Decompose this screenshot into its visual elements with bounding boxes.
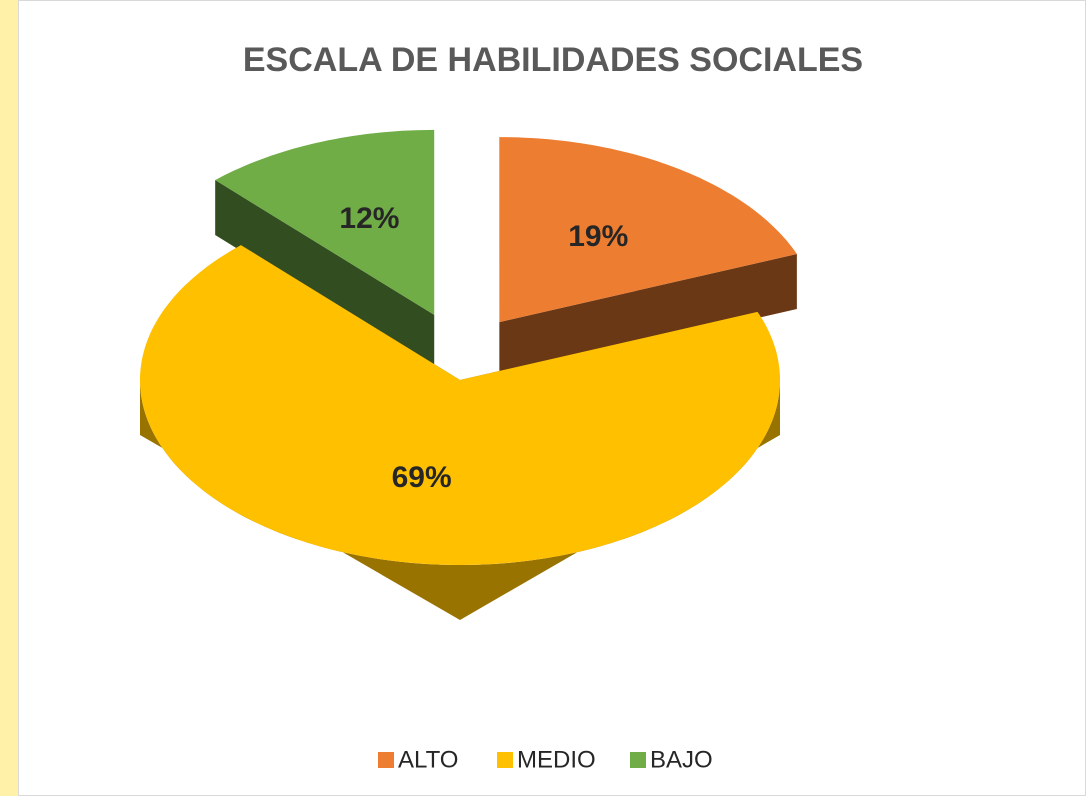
data-label: 12% — [339, 202, 399, 235]
chart-title: ESCALA DE HABILIDADES SOCIALES — [243, 41, 863, 79]
legend-label: MEDIO — [517, 746, 596, 773]
slice-wall — [140, 380, 780, 620]
data-label: 19% — [568, 220, 628, 253]
data-label: 69% — [392, 461, 452, 494]
slice-side — [215, 180, 435, 370]
slice — [499, 137, 797, 323]
slice — [215, 129, 435, 315]
legend-swatch — [378, 752, 394, 768]
slice-side — [499, 254, 797, 378]
slice — [140, 245, 780, 565]
page-edge — [0, 0, 18, 796]
legend-swatch — [497, 752, 513, 768]
legend-label: BAJO — [650, 746, 713, 773]
legend-label: ALTO — [398, 746, 458, 773]
legend-swatch — [630, 752, 646, 768]
